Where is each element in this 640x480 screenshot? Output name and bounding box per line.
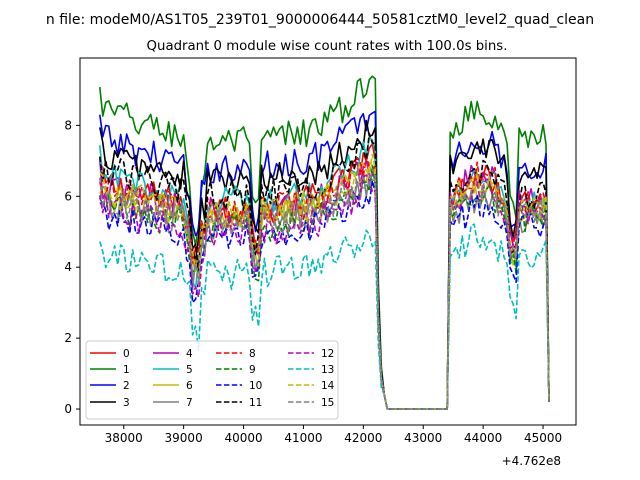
legend-label-0: 0 (123, 348, 130, 360)
x-tick-label: 45000 (524, 431, 562, 445)
legend-label-5: 5 (186, 364, 193, 376)
legend-label-1: 1 (123, 364, 130, 376)
x-offset-label: +4.762e8 (502, 454, 561, 468)
series-line-12 (99, 174, 550, 410)
series-line-7 (99, 172, 550, 410)
legend-label-4: 4 (186, 348, 193, 360)
legend-label-6: 6 (186, 380, 193, 392)
legend-label-15: 15 (321, 397, 334, 409)
legend-label-7: 7 (186, 397, 193, 409)
x-tick-label: 38000 (105, 431, 143, 445)
series-line-2 (99, 110, 550, 410)
y-tick-label: 6 (64, 189, 72, 203)
figure-suptitle: n file: modeM0/AS1T05_239T01_9000006444_… (46, 12, 594, 28)
series-line-15 (99, 167, 550, 410)
chart-title: Quadrant 0 module wise count rates with … (147, 39, 508, 54)
legend-label-8: 8 (249, 348, 256, 360)
plot-frame (79, 57, 577, 426)
y-tick-label: 8 (64, 118, 72, 132)
x-tick-label: 43000 (404, 431, 442, 445)
x-tick-label: 39000 (165, 431, 203, 445)
x-axis: 38000 39000 40000 41000 42000 43000 44000 45000 (105, 425, 562, 445)
legend-label-9: 9 (249, 364, 256, 376)
y-tick-label: 4 (64, 260, 72, 274)
legend-box (85, 340, 339, 420)
y-tick-label: 0 (64, 402, 72, 416)
y-axis: 0 2 4 6 8 (64, 118, 80, 416)
series-line-6 (99, 161, 550, 410)
series-line-11 (99, 132, 550, 410)
legend-label-12: 12 (321, 348, 334, 360)
legend-label-13: 13 (321, 364, 334, 376)
x-tick-label: 44000 (464, 431, 502, 445)
series-line-10 (99, 179, 550, 410)
series-line-14 (99, 153, 550, 410)
series-line-1 (99, 75, 550, 410)
x-tick-label: 41000 (284, 431, 322, 445)
x-tick-label: 42000 (344, 431, 382, 445)
legend-label-11: 11 (249, 397, 262, 409)
legend-label-3: 3 (123, 397, 130, 409)
legend-label-14: 14 (321, 380, 335, 392)
series-layer (99, 75, 550, 410)
series-line-13 (99, 223, 550, 410)
legend-label-2: 2 (123, 380, 130, 392)
x-tick-label: 40000 (224, 431, 262, 445)
y-tick-label: 2 (64, 331, 72, 345)
legend-label-10: 10 (249, 380, 262, 392)
